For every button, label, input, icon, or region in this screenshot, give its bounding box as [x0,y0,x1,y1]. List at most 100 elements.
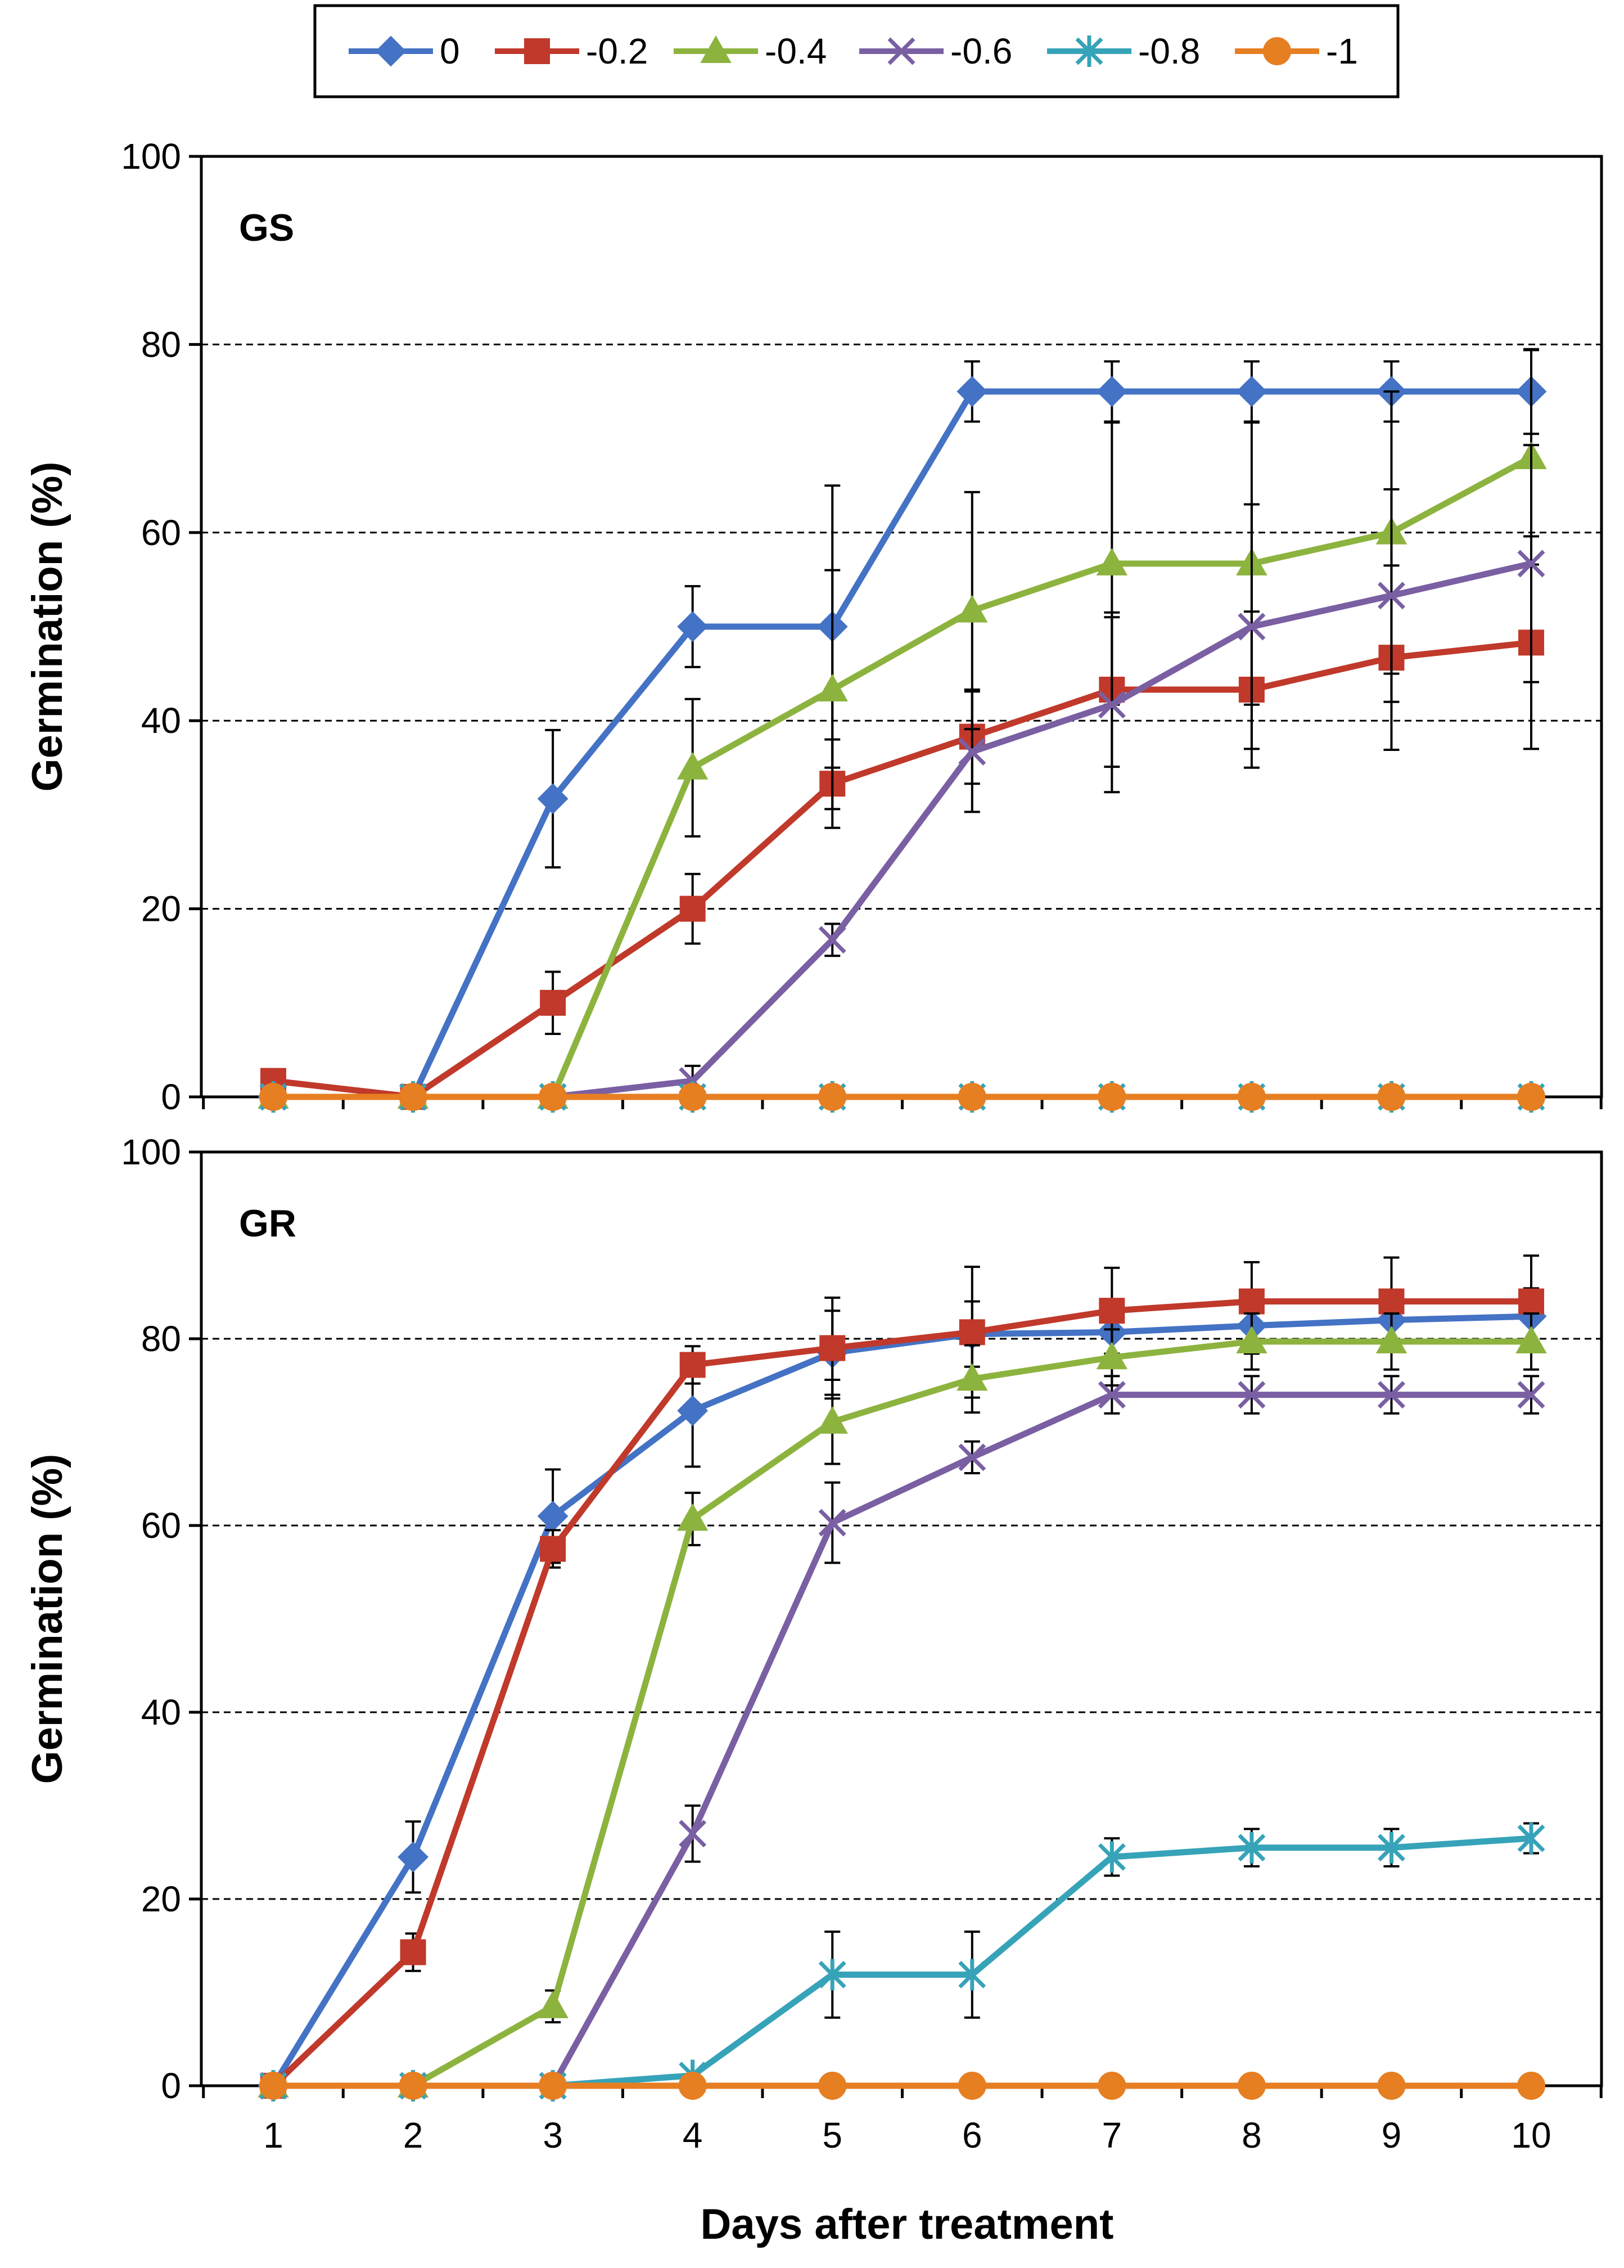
data-point [958,2072,986,2100]
data-point [1377,582,1405,610]
legend-marker [887,37,915,65]
data-point [818,1083,847,1111]
legend-label: -1 [1326,31,1358,71]
data-point [679,1820,707,1848]
y-tick-label: 20 [141,1879,181,1919]
panel-label-gr: GR [239,1202,296,1245]
y-axis-gs: 0 20 40 60 80 100 [121,136,201,1117]
data-point [1236,376,1267,407]
gridlines-gs [201,343,1602,910]
series-neg1 [259,1083,1545,1111]
data-point [537,1990,569,2018]
data-point [678,1083,707,1111]
series-0 [258,1287,1547,2102]
data-point [1517,1381,1545,1409]
legend-marker [700,35,732,63]
data-point [679,1352,706,1378]
series-neg06 [259,1375,1545,2100]
data-point [1377,1832,1405,1864]
legend-label: 0 [440,31,460,71]
y-tick-label: 60 [141,1505,181,1546]
series-neg1 [259,2072,1545,2100]
data-point [1238,613,1266,641]
data-point [1238,1832,1266,1864]
data-point [259,2072,287,2100]
data-point [818,926,846,954]
series-line [273,388,1531,1100]
x-axis-gr: 1 2 3 4 5 6 7 8 9 10 [202,2086,1603,2156]
data-point [399,1083,427,1111]
data-point [1096,1342,1128,1370]
data-point [1098,2072,1126,2100]
legend-marker [1075,35,1103,67]
legend-marker [1263,37,1291,65]
series-line [273,560,1532,1100]
data-point [816,1406,848,1434]
series-line [273,1338,1531,2089]
x-tick-label: 9 [1382,2115,1402,2156]
y-tick-label: 40 [141,1692,181,1732]
x-tick-label: 7 [1102,2115,1122,2156]
data-point [1236,1325,1267,1353]
data-point [1377,1083,1406,1111]
x-tick-label: 2 [403,2115,423,2156]
data-point [957,595,988,623]
legend-label: -0.2 [586,31,648,71]
data-point [1098,1083,1126,1111]
legend-label: -0.8 [1138,31,1200,71]
data-point [677,611,709,642]
data-point [957,1363,988,1391]
legend-marker [524,38,550,64]
y-tick-label: 80 [141,324,181,364]
y-axis-gr: 0 20 40 60 80 100 [121,1132,201,2106]
data-point [1517,2072,1545,2100]
series-neg02 [260,535,1544,1110]
data-point [1377,1381,1405,1409]
data-point [818,2072,847,2100]
y-axis-title-gr: Germination (%) [24,1454,71,1784]
data-point [1099,1298,1125,1324]
data-point [818,1509,846,1537]
series-line [273,454,1533,1100]
data-point [1518,1288,1544,1315]
data-point [1515,1325,1547,1353]
x-tick-label: 1 [263,2115,283,2156]
data-point [1238,1288,1265,1315]
y-tick-label: 40 [141,700,181,741]
data-point [679,896,706,922]
legend-item: -0.2 [495,31,648,71]
y-tick-label: 100 [121,1132,181,1172]
data-point [1098,691,1126,719]
x-tick-label: 5 [822,2115,842,2156]
panel-gr: 0 20 40 60 80 100 1 2 3 4 5 6 7 8 9 10 GR Germination … [24,1132,1603,2248]
data-point [678,2072,707,2100]
data-point [677,1395,709,1426]
x-tick-label: 4 [683,2115,703,2156]
gridlines-gr [201,1338,1602,1900]
data-point [399,2072,427,2100]
legend-item: -0.4 [674,31,827,71]
data-point [259,1083,287,1111]
y-tick-label: 80 [141,1318,181,1359]
data-point [1377,2072,1406,2100]
legend-label: -0.6 [950,31,1012,71]
legend: 0 -0.2 -0.4 -0.6 -0.8 -1 [313,4,1400,98]
legend-item: 0 [349,31,460,71]
data-point [819,1335,846,1361]
data-point [676,1503,709,1531]
data-point [818,1959,846,1991]
data-point [1375,1325,1408,1353]
x-tick-label: 3 [543,2115,563,2156]
legend-label: -0.4 [765,31,827,71]
x-tick-label: 6 [962,2115,982,2156]
x-tick-label: 8 [1242,2115,1262,2156]
data-point [537,783,569,814]
legend-item: -0.8 [1047,31,1200,71]
series-line [270,1313,1532,2087]
series-group-gr [258,1254,1547,2102]
series-neg04 [258,1312,1547,2098]
data-point [1517,1083,1545,1111]
data-point [1237,1083,1266,1111]
series-line [273,1835,1532,2089]
